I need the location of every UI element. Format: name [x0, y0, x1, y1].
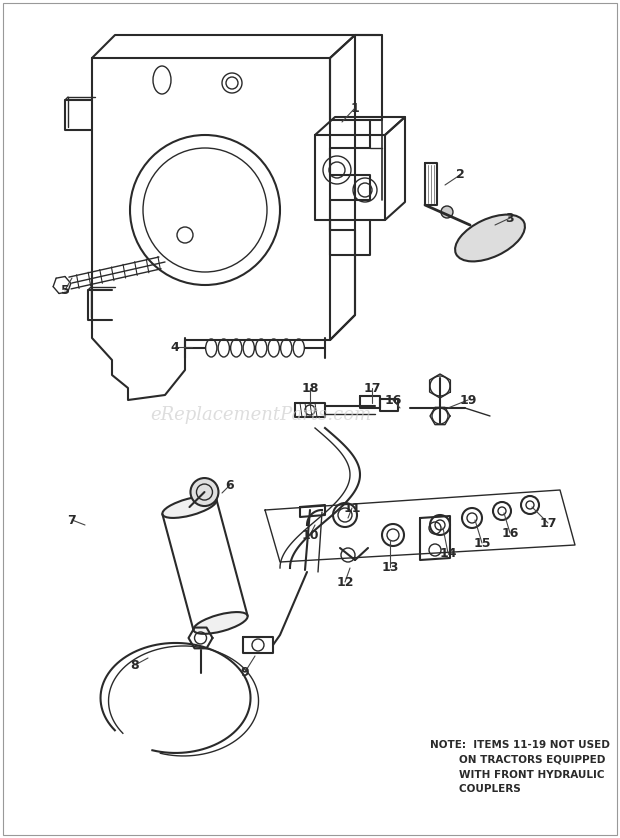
Text: 17: 17: [539, 516, 557, 530]
Text: 1: 1: [351, 101, 360, 115]
Text: 4: 4: [170, 340, 179, 354]
Text: 9: 9: [241, 665, 249, 679]
Text: 7: 7: [68, 514, 76, 526]
Text: 15: 15: [473, 536, 491, 550]
Text: 19: 19: [459, 394, 477, 406]
Text: 13: 13: [381, 561, 399, 573]
Text: NOTE:  ITEMS 11-19 NOT USED
        ON TRACTORS EQUIPPED
        WITH FRONT HYDR: NOTE: ITEMS 11-19 NOT USED ON TRACTORS E…: [430, 740, 610, 794]
Circle shape: [190, 478, 218, 506]
Circle shape: [441, 206, 453, 218]
Text: eReplacementParts.com: eReplacementParts.com: [150, 406, 371, 424]
Text: 6: 6: [226, 478, 234, 492]
Ellipse shape: [162, 496, 216, 518]
Text: 10: 10: [301, 529, 319, 541]
Text: 18: 18: [301, 381, 319, 395]
Text: 16: 16: [502, 526, 519, 540]
Text: 8: 8: [131, 659, 140, 671]
Text: 16: 16: [384, 394, 402, 406]
Ellipse shape: [193, 612, 247, 634]
Text: 3: 3: [506, 211, 515, 225]
Text: 11: 11: [343, 501, 361, 515]
Text: 12: 12: [336, 576, 354, 588]
Ellipse shape: [455, 215, 525, 261]
Text: 5: 5: [61, 283, 69, 297]
Text: 14: 14: [439, 546, 457, 560]
Text: 17: 17: [363, 381, 381, 395]
Text: 2: 2: [456, 168, 464, 182]
